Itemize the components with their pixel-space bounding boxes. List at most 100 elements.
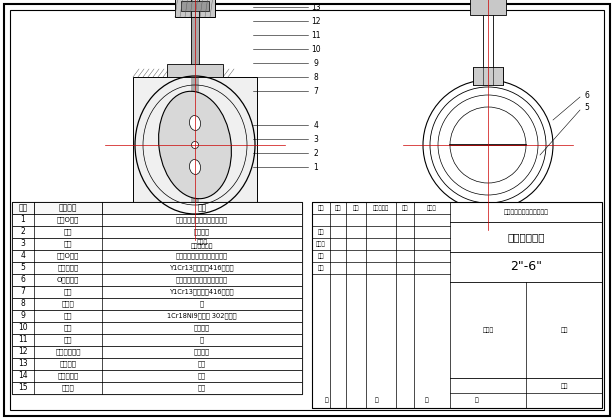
Text: 弹簧: 弹簧 — [64, 313, 72, 319]
Text: 3: 3 — [314, 134, 319, 144]
Text: 12: 12 — [311, 16, 321, 26]
Text: 1: 1 — [21, 215, 25, 225]
Text: 设计: 设计 — [318, 229, 324, 235]
Text: 六角头螺栓: 六角头螺栓 — [57, 265, 79, 271]
Bar — [12, 202, 302, 394]
Text: 描图记: 描图记 — [483, 327, 494, 333]
Text: 水是弹性铸铁: 水是弹性铸铁 — [191, 244, 213, 249]
Bar — [12, 238, 302, 250]
Text: 丁腈橡胶、乙丙橡胶、氟橡胶: 丁腈橡胶、乙丙橡胶、氟橡胶 — [176, 217, 228, 223]
Bar — [12, 250, 302, 262]
Text: 序号: 序号 — [18, 204, 28, 213]
Bar — [175, 0, 215, 17]
Text: 碳钢: 碳钢 — [198, 385, 206, 391]
Text: O形密封圈: O形密封圈 — [57, 277, 79, 284]
Bar — [312, 202, 602, 408]
Text: 3: 3 — [20, 239, 25, 249]
Text: 铜管: 铜管 — [198, 361, 206, 368]
Text: 13: 13 — [18, 360, 28, 368]
Text: 材料: 材料 — [197, 204, 207, 213]
Text: 阀板: 阀板 — [64, 241, 72, 247]
Text: 手柄: 手柄 — [64, 325, 72, 331]
Bar — [12, 358, 302, 370]
Bar — [12, 226, 302, 238]
Text: 工艺: 工艺 — [318, 265, 324, 271]
Text: 日: 日 — [425, 397, 429, 403]
Bar — [12, 382, 302, 394]
Text: 比例: 比例 — [560, 383, 568, 389]
Text: 4: 4 — [314, 121, 319, 129]
Text: 期: 期 — [475, 397, 479, 403]
Bar — [12, 202, 302, 214]
Bar — [133, 77, 257, 213]
Text: 碳钢螺母: 碳钢螺母 — [194, 349, 210, 355]
Text: 架筒O形圈: 架筒O形圈 — [57, 217, 79, 223]
Text: 数量: 数量 — [335, 205, 341, 211]
Text: 4: 4 — [20, 252, 25, 260]
Text: 15: 15 — [18, 383, 28, 393]
Text: 标记: 标记 — [318, 205, 324, 211]
Text: 重量: 重量 — [560, 327, 568, 333]
Bar — [12, 214, 302, 226]
Text: 分区: 分区 — [353, 205, 359, 211]
Ellipse shape — [190, 116, 201, 131]
Text: 10: 10 — [311, 45, 321, 53]
Text: 11: 11 — [311, 31, 321, 39]
Bar — [167, 64, 223, 77]
Text: 6: 6 — [20, 276, 25, 284]
Text: 阀体: 阀体 — [64, 229, 72, 235]
Bar — [12, 322, 302, 334]
Bar — [167, 213, 223, 226]
Text: 8: 8 — [21, 299, 25, 309]
Text: 手柄球: 手柄球 — [61, 301, 74, 307]
Text: 9: 9 — [20, 312, 25, 320]
Text: 丁腈橡胶、乙丙橡胶、氟橡胶: 丁腈橡胶、乙丙橡胶、氟橡胶 — [176, 253, 228, 259]
Text: 2: 2 — [314, 149, 319, 158]
Ellipse shape — [158, 91, 231, 199]
Text: 7: 7 — [314, 87, 319, 95]
Bar — [12, 298, 302, 310]
Bar — [181, 1, 209, 11]
Text: 年: 年 — [325, 397, 329, 403]
Text: 审核: 审核 — [318, 253, 324, 259]
Bar — [12, 370, 302, 382]
Text: 手柄操作杆: 手柄操作杆 — [57, 373, 79, 379]
Text: 丁腈橡胶、乙丙橡胶、氟橡胶: 丁腈橡胶、乙丙橡胶、氟橡胶 — [176, 277, 228, 284]
Ellipse shape — [190, 160, 201, 174]
Text: 天津普诺华洋阀门有限公司: 天津普诺华洋阀门有限公司 — [503, 209, 548, 215]
Text: Y1Cr13不锈钢、416不锈钢: Y1Cr13不锈钢、416不锈钢 — [169, 289, 235, 295]
Text: 1: 1 — [314, 163, 319, 171]
Text: 转轴: 转轴 — [64, 289, 72, 295]
Text: 2: 2 — [21, 228, 25, 236]
Text: 铸铁铸铁: 铸铁铸铁 — [194, 229, 210, 235]
Text: 手柄帽: 手柄帽 — [61, 385, 74, 391]
Text: 5: 5 — [585, 103, 589, 113]
Bar — [12, 310, 302, 322]
Bar — [12, 262, 302, 274]
Text: 手柄活页: 手柄活页 — [60, 361, 77, 368]
Text: 碳基铸铁: 碳基铸铁 — [194, 325, 210, 331]
Text: 碳钢: 碳钢 — [198, 373, 206, 379]
Text: 8: 8 — [314, 73, 319, 81]
Text: 9: 9 — [314, 58, 319, 68]
Text: 包青铜: 包青铜 — [196, 239, 208, 245]
Text: 5: 5 — [20, 263, 25, 273]
Text: 11: 11 — [18, 336, 28, 344]
Text: 6: 6 — [585, 90, 589, 100]
Text: 1Cr18Ni9不锈钢 302不锈钢: 1Cr18Ni9不锈钢 302不锈钢 — [167, 313, 237, 319]
Text: 7: 7 — [20, 288, 25, 297]
Bar — [191, 0, 199, 225]
Text: 12: 12 — [18, 347, 28, 357]
Text: 铝: 铝 — [200, 337, 204, 343]
Text: 13: 13 — [311, 3, 321, 11]
Bar — [470, 0, 506, 15]
Bar — [12, 274, 302, 286]
Text: 年月日: 年月日 — [427, 205, 437, 211]
Text: 手柄锁紧螺母: 手柄锁紧螺母 — [55, 349, 81, 355]
Text: 更改文件号: 更改文件号 — [373, 205, 389, 211]
Bar — [12, 334, 302, 346]
Text: 螺纹连接蝶阀: 螺纹连接蝶阀 — [507, 232, 545, 242]
Text: 10: 10 — [18, 323, 28, 333]
Text: 2"-6": 2"-6" — [510, 260, 542, 273]
Text: 标牌: 标牌 — [64, 337, 72, 343]
